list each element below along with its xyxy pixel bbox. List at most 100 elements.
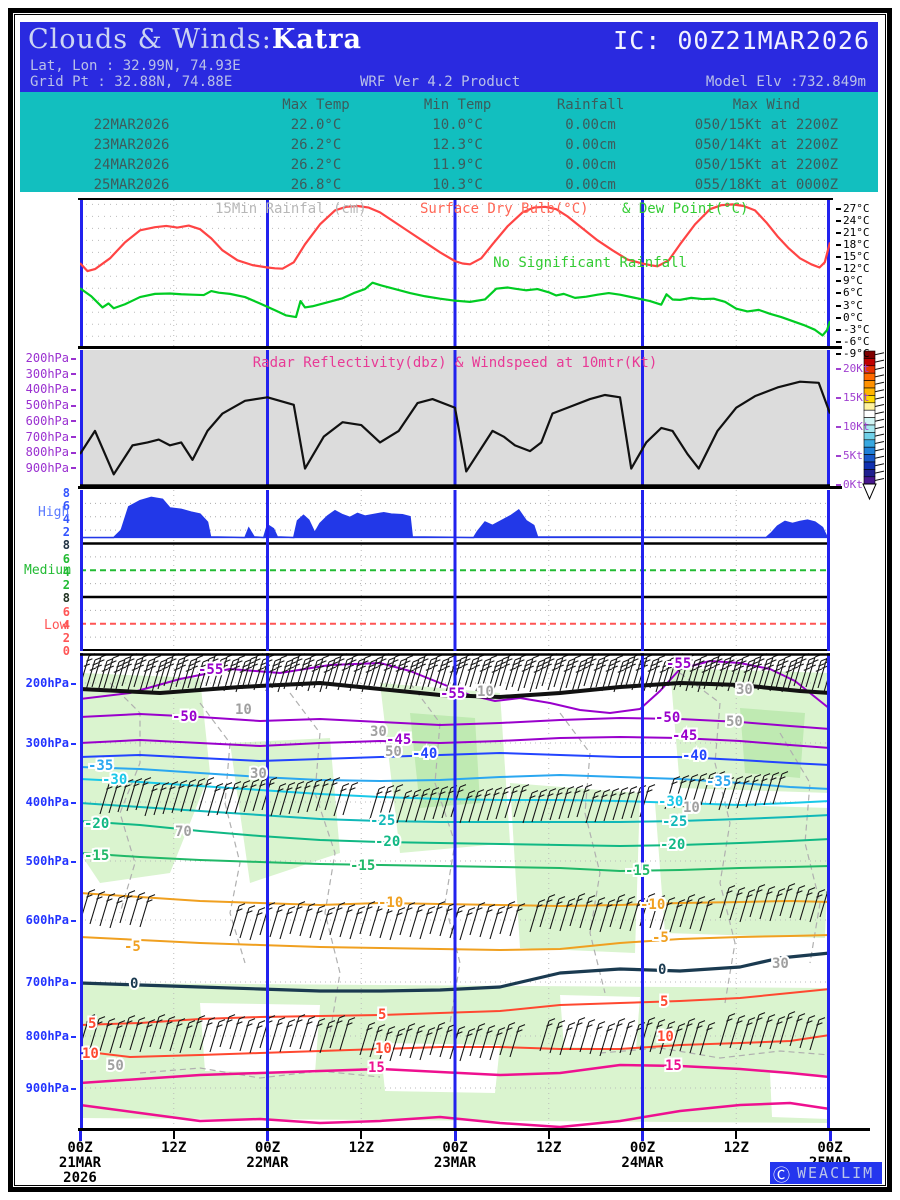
svg-text:-20: -20 (375, 834, 400, 850)
table-cell: 0.00cm (565, 157, 616, 173)
svg-text:15: 15 (665, 1058, 682, 1074)
x-axis-label-00z: 00Z (629, 1140, 656, 1156)
table-cell: 22.0°C (290, 117, 342, 133)
svg-text:-20: -20 (84, 816, 109, 832)
temperature-panel (80, 200, 830, 347)
svg-text:5: 5 (660, 994, 668, 1010)
svg-text:-55: -55 (440, 686, 465, 702)
svg-text:-30: -30 (658, 794, 683, 810)
svg-text:-25: -25 (370, 813, 395, 829)
svg-text:-55: -55 (666, 656, 691, 672)
forecast-summary-table: Max Temp Min Temp Rainfall Max Wind 22MAR202… (20, 92, 878, 193)
x-axis-label-00z: 00Z (254, 1140, 281, 1156)
svg-text:-5: -5 (652, 930, 669, 946)
x-axis-date: 23MAR (433, 1155, 477, 1171)
kt-axis-label: 10Kt (836, 420, 870, 433)
cloud-band-label: Medium (24, 563, 71, 578)
cloud-okta-tick: 6 (62, 605, 70, 619)
station-name: Katra (271, 24, 362, 55)
main-hpa-label: 400hPa (20, 795, 76, 809)
cloud-okta-tick: 6 (62, 499, 70, 513)
x-tick-12z (735, 1131, 738, 1139)
x-axis-label-12z: 12Z (723, 1140, 749, 1156)
svg-text:10: 10 (657, 1029, 674, 1045)
x-tick-00z (453, 1131, 457, 1141)
table-header-row: Max Temp Min Temp Rainfall Max Wind (20, 95, 878, 115)
temp-axis-label: 27°C (836, 202, 870, 215)
separator-temp-radar (78, 346, 842, 349)
temp-axis-label: 3°C (836, 299, 863, 312)
x-axis-label-12z: 12Z (536, 1140, 562, 1156)
cloud-okta-tick: 6 (62, 552, 70, 566)
radar-hpa-label: 600hPa (20, 414, 76, 428)
dewpoint-title: & Dew Point(°C) (622, 201, 749, 217)
svg-text:-10: -10 (640, 897, 665, 913)
svg-text:-15: -15 (350, 858, 375, 874)
svg-text:-15: -15 (625, 863, 650, 879)
svg-text:70: 70 (175, 824, 192, 840)
x-tick-00z (828, 1131, 832, 1141)
rainfall-title: 15Min Rainfal (cm) (215, 201, 367, 217)
table-row: 22MAR2026 22.0°C 10.0°C 0.00cm 050/15Kt at 2… (20, 115, 878, 135)
temp-axis-label: -9°C (836, 347, 870, 360)
svg-text:30: 30 (250, 766, 267, 782)
temp-axis-label: 18°C (836, 238, 870, 251)
cloud-okta-panel (80, 490, 830, 651)
cloud-okta-tick: 4 (62, 512, 70, 526)
radar-hpa-label: 900hPa (20, 461, 76, 475)
table-cell: 0.00cm (565, 137, 616, 153)
svg-text:10: 10 (375, 1041, 392, 1057)
table-cell: 26.2°C (290, 157, 342, 173)
svg-text:-50: -50 (655, 710, 680, 726)
no-significant-rainfall-label: No Significant Rainfall (493, 255, 687, 271)
x-axis-date: 21MAR (58, 1155, 102, 1171)
table-cell: 24MAR2026 (93, 157, 170, 173)
main-hpa-label: 700hPa (20, 975, 76, 989)
table-cell: 055/18Kt at 0000Z (694, 177, 839, 193)
init-condition-label: IC: 00Z21MAR2026 (613, 26, 870, 55)
cloud-okta-tick: 4 (62, 565, 70, 579)
svg-text:10: 10 (235, 702, 252, 718)
svg-text:10: 10 (477, 684, 494, 700)
svg-text:-35: -35 (88, 758, 113, 774)
svg-text:-45: -45 (386, 732, 411, 748)
cloud-okta-tick: 0 (62, 644, 70, 658)
main-hpa-label: 600hPa (20, 913, 76, 927)
cloud-okta-tick: 2 (62, 631, 70, 645)
svg-text:15: 15 (368, 1060, 385, 1076)
table-cell: 25MAR2026 (93, 177, 170, 193)
svg-text:-55: -55 (198, 662, 223, 678)
cloud-okta-tick: 4 (62, 618, 70, 632)
svg-text:-5: -5 (124, 939, 141, 955)
main-hpa-label: 800hPa (20, 1029, 76, 1043)
outer-frame (8, 8, 892, 1192)
main-hpa-label: 300hPa (20, 736, 76, 750)
temp-axis-label: 12°C (836, 262, 870, 275)
table-row: 24MAR2026 26.2°C 11.9°C 0.00cm 050/15Kt at 2… (20, 155, 878, 175)
radar-hpa-label: 300hPa (20, 367, 76, 381)
svg-text:30: 30 (370, 724, 387, 740)
table-row: 23MAR2026 26.2°C 12.3°C 0.00cm 050/14Kt at 2… (20, 135, 878, 155)
header-banner: Clouds & Winds:Katra IC: 00Z21MAR2026 La… (20, 22, 878, 92)
grid-pt-label: Grid Pt : 32.88N, 74.88E (30, 74, 233, 90)
x-tick-00z (641, 1131, 644, 1141)
table-cell: 23MAR2026 (93, 137, 170, 153)
x-tick-00z (266, 1131, 269, 1141)
kt-axis-label: 15Kt (836, 391, 870, 404)
title-prefix: Clouds & Winds: (28, 24, 272, 55)
x-tick-12z (547, 1131, 550, 1139)
radar-hpa-label: 700hPa (20, 430, 76, 444)
col-header: Min Temp (423, 97, 492, 113)
temp-axis-label: -6°C (836, 335, 870, 348)
weaclim-logo[interactable]: Ⓒ WEACLIM (770, 1162, 882, 1186)
x-tick-12z (360, 1131, 363, 1139)
main-hpa-label: 500hPa (20, 854, 76, 868)
cloud-band-label: High (38, 505, 70, 520)
model-elev-label: Model Elv :732.849m (705, 74, 866, 90)
temp-axis-label: 0°C (836, 311, 863, 324)
grid-line: Grid Pt : 32.88N, 74.88E WRF Ver 4.2 Pro… (30, 74, 870, 90)
svg-text:10: 10 (82, 1046, 99, 1062)
table-cell: 12.3°C (432, 137, 483, 153)
temp-axis-label: 15°C (836, 250, 870, 263)
